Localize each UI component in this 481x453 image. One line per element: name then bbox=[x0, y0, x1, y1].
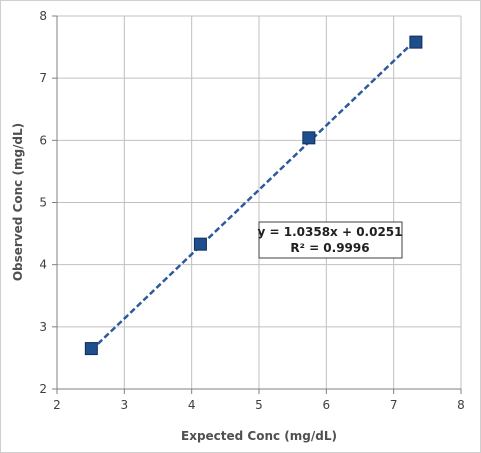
data-point-marker bbox=[302, 131, 316, 145]
y-tick-label: 8 bbox=[39, 9, 47, 23]
y-tick-label: 3 bbox=[39, 320, 47, 334]
x-tick-label: 5 bbox=[255, 398, 263, 412]
grid-lines bbox=[56, 15, 462, 390]
y-tick-label: 5 bbox=[39, 196, 47, 210]
x-tick-label: 2 bbox=[53, 398, 61, 412]
x-tick-label: 4 bbox=[188, 398, 196, 412]
x-tick-labels: 2 3 4 5 6 7 8 bbox=[53, 398, 465, 412]
x-tick-label: 7 bbox=[390, 398, 398, 412]
x-axis-title: Expected Conc (mg/dL) bbox=[181, 429, 337, 443]
axes bbox=[52, 15, 462, 394]
data-point-marker bbox=[84, 342, 98, 356]
data-point-marker bbox=[409, 35, 423, 49]
y-tick-label: 6 bbox=[39, 133, 47, 147]
y-tick-label: 2 bbox=[39, 382, 47, 396]
data-point-marker bbox=[193, 237, 207, 251]
y-tick-label: 7 bbox=[39, 71, 47, 85]
data-points bbox=[84, 35, 423, 356]
x-tick-label: 3 bbox=[121, 398, 129, 412]
y-axis-title: Observed Conc (mg/dL) bbox=[11, 123, 25, 281]
x-tick-label: 6 bbox=[323, 398, 331, 412]
y-tick-label: 4 bbox=[39, 258, 47, 272]
trendline bbox=[90, 38, 417, 352]
y-tick-labels: 2 3 4 5 6 7 8 bbox=[39, 9, 47, 396]
trendline-equation: y = 1.0358x + 0.0251 bbox=[258, 225, 403, 239]
equation-box: y = 1.0358x + 0.0251 R² = 0.9996 bbox=[258, 221, 403, 259]
r-squared-label: R² = 0.9996 bbox=[290, 241, 369, 255]
x-tick-label: 8 bbox=[457, 398, 465, 412]
trendline-layer bbox=[90, 38, 417, 352]
